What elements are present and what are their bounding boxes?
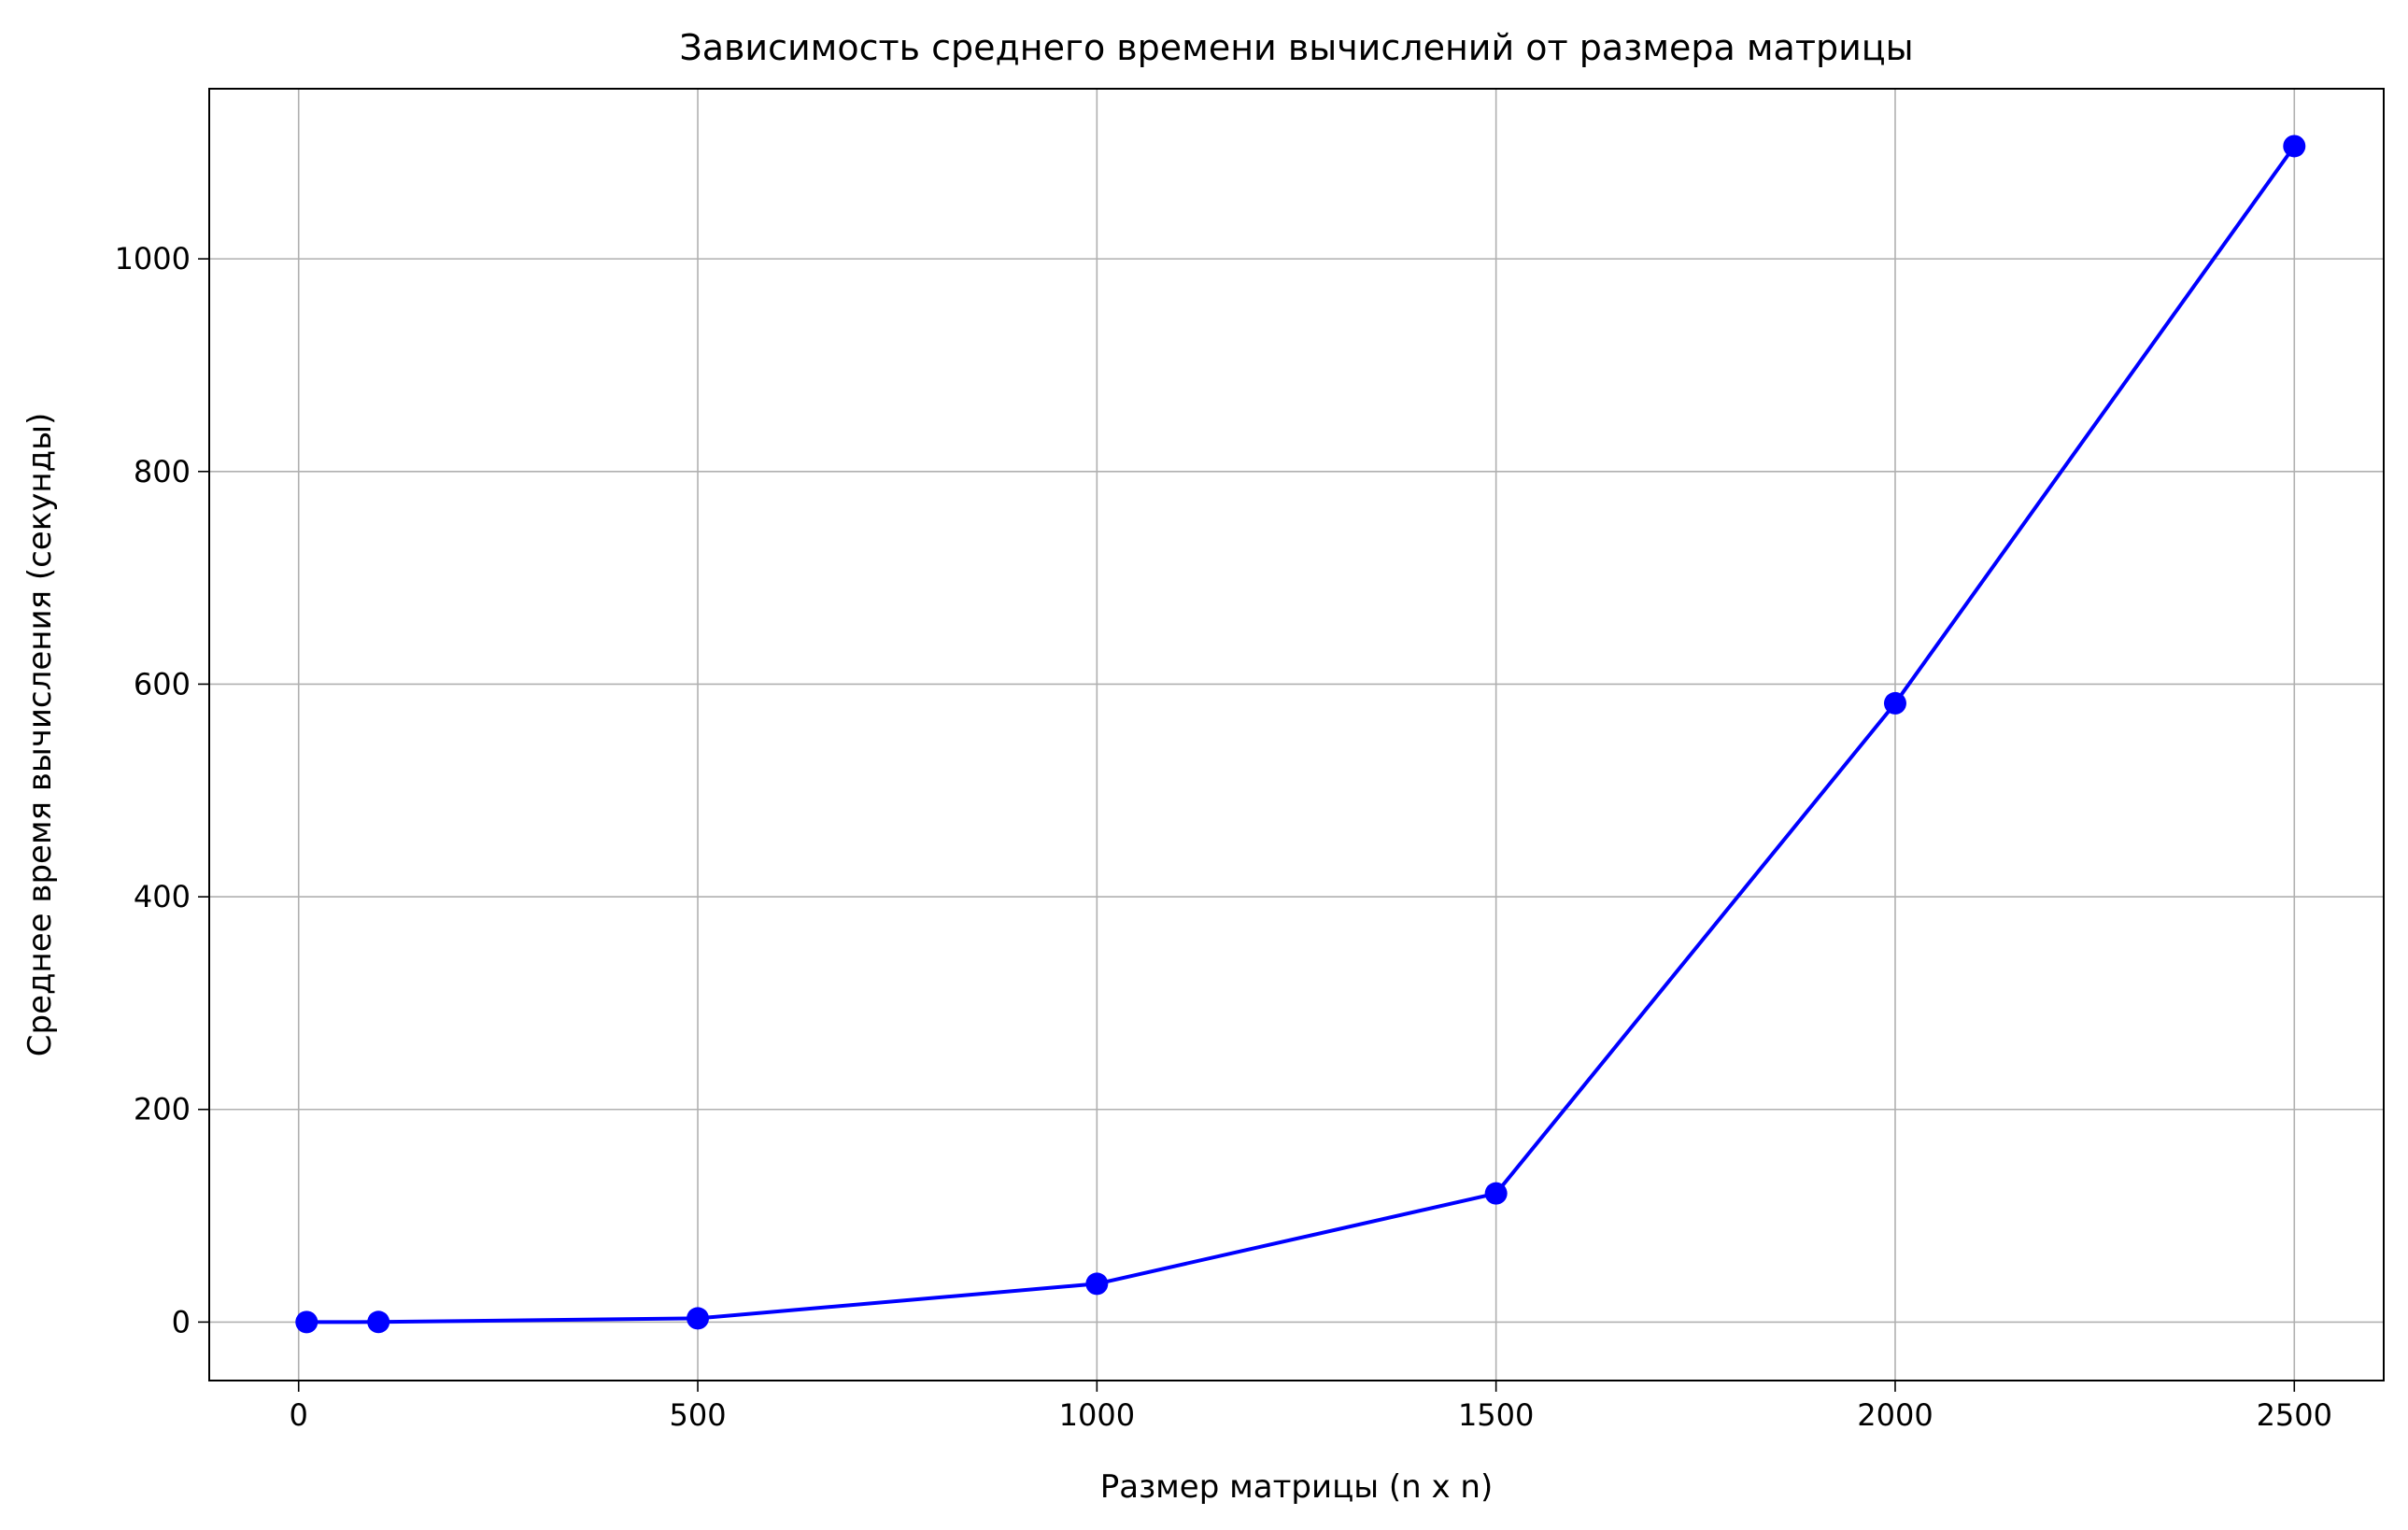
ticks: 0 500 1000 1500 2000 2500 0 200 400 600 800 1000 bbox=[115, 241, 2332, 1433]
chart-title: Зависимость среднего времени вычислений … bbox=[679, 27, 1913, 68]
y-tick-label: 600 bbox=[134, 666, 191, 701]
data-point bbox=[687, 1307, 710, 1330]
data-point bbox=[1085, 1272, 1109, 1296]
grid bbox=[209, 89, 2384, 1381]
y-tick-label: 0 bbox=[172, 1304, 191, 1339]
data-point bbox=[367, 1310, 390, 1334]
data-point bbox=[1484, 1182, 1508, 1205]
y-tick-label: 400 bbox=[134, 879, 191, 914]
data-point bbox=[2283, 135, 2306, 158]
x-tick-label: 500 bbox=[669, 1397, 726, 1433]
x-tick-label: 2500 bbox=[2257, 1397, 2332, 1433]
x-tick-label: 1500 bbox=[1458, 1397, 1534, 1433]
series bbox=[295, 135, 2306, 1334]
x-tick-label: 0 bbox=[290, 1397, 308, 1433]
data-point bbox=[295, 1310, 319, 1334]
y-tick-label: 1000 bbox=[115, 241, 191, 276]
x-axis-label: Размер матрицы (n x n) bbox=[1100, 1468, 1494, 1506]
x-tick-label: 1000 bbox=[1059, 1397, 1135, 1433]
x-tick-label: 2000 bbox=[1857, 1397, 1933, 1433]
y-tick-label: 200 bbox=[134, 1092, 191, 1127]
data-point bbox=[1883, 691, 1906, 715]
y-tick-label: 800 bbox=[134, 454, 191, 489]
y-axis-label: Среднее время вычисления (секунды) bbox=[21, 413, 59, 1056]
plot-frame bbox=[208, 88, 2385, 1381]
